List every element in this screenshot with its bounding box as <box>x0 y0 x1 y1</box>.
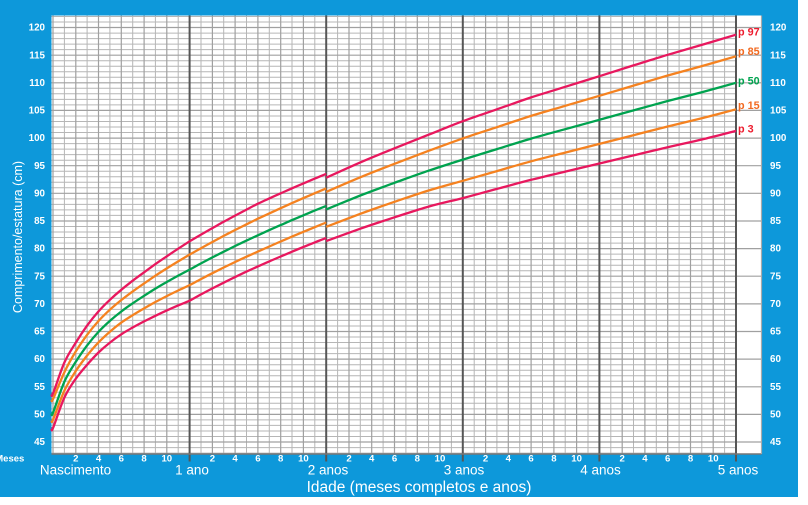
svg-text:105: 105 <box>29 105 46 116</box>
svg-text:p 85: p 85 <box>738 46 760 58</box>
svg-text:80: 80 <box>770 244 781 255</box>
svg-text:4: 4 <box>642 454 648 465</box>
svg-text:8: 8 <box>278 454 284 465</box>
svg-text:80: 80 <box>34 244 45 255</box>
svg-text:4: 4 <box>96 454 102 465</box>
svg-text:6: 6 <box>528 454 533 465</box>
svg-text:90: 90 <box>770 188 781 199</box>
svg-text:6: 6 <box>119 454 124 465</box>
svg-text:75: 75 <box>770 271 781 282</box>
svg-text:95: 95 <box>34 161 45 172</box>
svg-text:2: 2 <box>346 454 351 465</box>
svg-text:8: 8 <box>141 454 147 465</box>
svg-text:6: 6 <box>255 454 260 465</box>
svg-text:110: 110 <box>770 78 786 89</box>
svg-text:p 97: p 97 <box>738 27 760 39</box>
svg-text:70: 70 <box>34 299 45 310</box>
svg-text:Comprimento/estatura (cm): Comprimento/estatura (cm) <box>11 161 25 313</box>
svg-text:50: 50 <box>770 409 781 420</box>
svg-text:p 15: p 15 <box>738 100 760 112</box>
svg-text:10: 10 <box>708 454 719 465</box>
svg-text:5 anos: 5 anos <box>718 463 759 478</box>
svg-text:45: 45 <box>770 437 781 448</box>
svg-text:4: 4 <box>232 454 238 465</box>
svg-text:120: 120 <box>29 23 46 34</box>
svg-text:100: 100 <box>29 133 46 144</box>
svg-text:10: 10 <box>571 454 582 465</box>
svg-text:70: 70 <box>770 299 781 310</box>
svg-text:90: 90 <box>34 188 45 199</box>
svg-text:10: 10 <box>435 454 446 465</box>
svg-text:8: 8 <box>551 454 557 465</box>
svg-text:2: 2 <box>210 454 215 465</box>
svg-text:110: 110 <box>29 78 45 89</box>
svg-text:p 3: p 3 <box>738 124 754 136</box>
svg-text:Nascimento: Nascimento <box>40 463 111 478</box>
svg-text:10: 10 <box>161 454 172 465</box>
svg-text:1 ano: 1 ano <box>175 463 209 478</box>
svg-text:2: 2 <box>73 454 78 465</box>
svg-text:65: 65 <box>34 327 45 338</box>
svg-text:2: 2 <box>620 454 625 465</box>
svg-text:75: 75 <box>34 271 45 282</box>
svg-text:4: 4 <box>506 454 512 465</box>
svg-text:115: 115 <box>29 50 45 61</box>
svg-text:Idade (meses completos e anos): Idade (meses completos e anos) <box>307 479 532 496</box>
svg-text:105: 105 <box>770 105 787 116</box>
svg-text:85: 85 <box>770 216 781 227</box>
svg-text:95: 95 <box>770 161 781 172</box>
svg-text:60: 60 <box>770 354 781 365</box>
svg-text:2: 2 <box>483 454 488 465</box>
svg-text:85: 85 <box>34 216 45 227</box>
svg-text:6: 6 <box>665 454 670 465</box>
svg-text:55: 55 <box>770 382 781 393</box>
svg-text:4: 4 <box>369 454 375 465</box>
svg-text:6: 6 <box>392 454 397 465</box>
svg-text:50: 50 <box>34 409 45 420</box>
svg-text:2 anos: 2 anos <box>308 463 349 478</box>
svg-text:60: 60 <box>34 354 45 365</box>
svg-text:p 50: p 50 <box>738 76 760 88</box>
svg-text:8: 8 <box>415 454 421 465</box>
svg-text:10: 10 <box>298 454 309 465</box>
svg-text:45: 45 <box>34 437 45 448</box>
svg-text:115: 115 <box>770 50 786 61</box>
svg-text:4 anos: 4 anos <box>580 463 621 478</box>
svg-text:100: 100 <box>770 133 787 144</box>
svg-text:65: 65 <box>770 327 781 338</box>
svg-text:3 anos: 3 anos <box>444 463 485 478</box>
svg-text:120: 120 <box>770 23 787 34</box>
svg-text:Meses: Meses <box>0 453 24 464</box>
svg-text:55: 55 <box>34 382 45 393</box>
svg-text:8: 8 <box>688 454 694 465</box>
